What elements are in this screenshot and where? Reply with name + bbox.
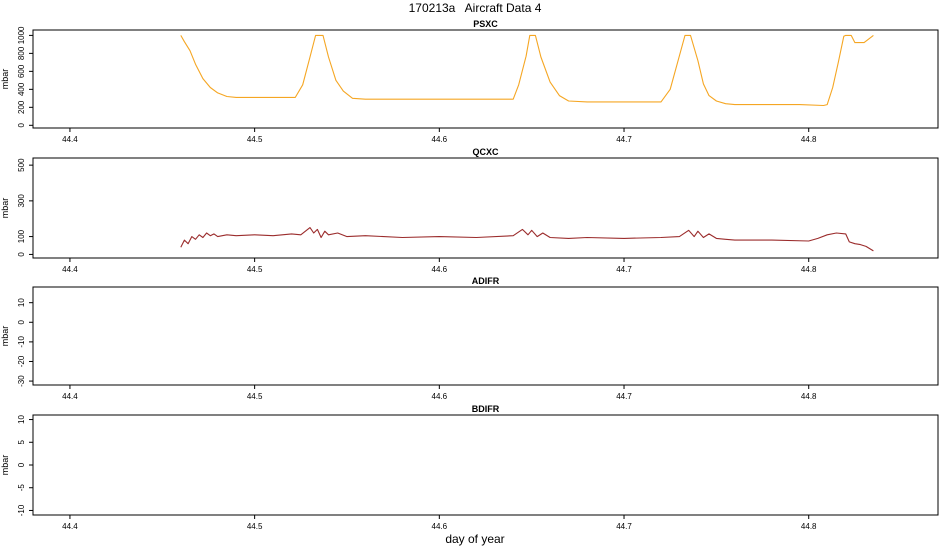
y-tick-label-qcxc-2: 300: [17, 194, 26, 208]
x-tick-label-adifr-0: 44.4: [62, 392, 78, 401]
plot-frame-psxc: [32, 29, 939, 129]
x-tick-label-psxc-0: 44.4: [62, 135, 78, 144]
panel-psxc: PSXC mbar 44.4 44.5 44.6 44.7 44.8 0 200 400 600 80…: [0, 19, 939, 144]
plot-frame-bdifr: [32, 414, 939, 516]
y-tick-label-adifr-0: -30: [17, 375, 26, 387]
y-axis-label-adifr: mbar: [0, 326, 10, 347]
panel-adifr: ADIFR mbar 44.4 44.5 44.6 44.7 44.8 -30 -20 -10 0 1…: [0, 276, 939, 401]
page-title: 170213a Aircraft Data 4: [408, 1, 542, 15]
x-tick-label-adifr-1: 44.5: [247, 392, 263, 401]
y-axis-label-qcxc: mbar: [0, 198, 10, 219]
y-tick-label-adifr-3: 0: [17, 320, 26, 325]
x-tick-label-qcxc-3: 44.7: [616, 265, 632, 274]
x-tick-label-bdifr-4: 44.8: [801, 522, 817, 531]
panel-qcxc: QCXC mbar 44.4 44.5 44.6 44.7 44.8 0 100 300 500: [0, 147, 939, 274]
plot-frame-adifr: [32, 286, 939, 386]
x-tick-label-psxc-3: 44.7: [616, 135, 632, 144]
y-tick-label-psxc-3: 600: [17, 64, 26, 78]
y-axis-label-bdifr: mbar: [0, 455, 10, 476]
y-tick-label-bdifr-1: -5: [17, 484, 26, 492]
y-tick-label-qcxc-1: 100: [17, 229, 26, 243]
y-tick-label-psxc-4: 800: [17, 46, 26, 60]
y-tick-label-psxc-2: 400: [17, 82, 26, 96]
y-tick-label-psxc-0: 0: [17, 123, 26, 128]
y-tick-label-adifr-2: -10: [17, 336, 26, 348]
y-tick-label-qcxc-3: 500: [17, 158, 26, 172]
x-tick-label-psxc-4: 44.8: [801, 135, 817, 144]
y-tick-label-bdifr-3: 5: [17, 439, 26, 444]
x-tick-label-adifr-2: 44.6: [432, 392, 448, 401]
y-tick-label-bdifr-2: 0: [17, 462, 26, 467]
x-tick-label-qcxc-0: 44.4: [62, 265, 78, 274]
x-tick-label-psxc-1: 44.5: [247, 135, 263, 144]
x-tick-label-adifr-3: 44.7: [616, 392, 632, 401]
x-tick-label-qcxc-1: 44.5: [247, 265, 263, 274]
panel-title-qcxc: QCXC: [472, 147, 499, 157]
x-tick-label-bdifr-1: 44.5: [247, 522, 263, 531]
panel-title-adifr: ADIFR: [472, 276, 500, 286]
plot-frame-qcxc: [32, 157, 939, 259]
y-tick-label-qcxc-0: 0: [17, 252, 26, 257]
x-axis-label: day of year: [445, 532, 505, 546]
panel-title-psxc: PSXC: [473, 19, 498, 29]
y-tick-label-psxc-1: 200: [17, 100, 26, 114]
series-line-qcxc-0: [180, 227, 874, 252]
x-tick-label-bdifr-0: 44.4: [62, 522, 78, 531]
x-tick-label-psxc-2: 44.6: [432, 135, 448, 144]
y-tick-label-bdifr-4: 10: [17, 415, 26, 424]
y-tick-label-adifr-1: -20: [17, 355, 26, 367]
series-line-psxc-0: [180, 34, 874, 107]
x-tick-label-adifr-4: 44.8: [801, 392, 817, 401]
y-tick-label-adifr-4: 10: [17, 298, 26, 307]
x-tick-label-qcxc-4: 44.8: [801, 265, 817, 274]
y-tick-label-psxc-5: 1000: [17, 26, 26, 44]
y-tick-label-bdifr-0: -10: [17, 504, 26, 516]
panel-bdifr: BDIFR mbar 44.4 44.5 44.6 44.7 44.8 -10 -5 0 5 10: [0, 404, 939, 531]
x-tick-label-bdifr-2: 44.6: [432, 522, 448, 531]
x-tick-label-bdifr-3: 44.7: [616, 522, 632, 531]
x-tick-label-qcxc-2: 44.6: [432, 265, 448, 274]
y-axis-label-psxc: mbar: [0, 69, 10, 90]
panel-title-bdifr: BDIFR: [472, 404, 500, 414]
